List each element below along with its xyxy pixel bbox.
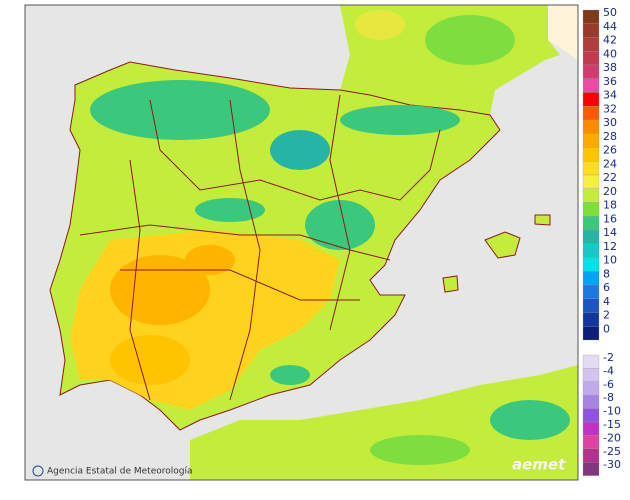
legend-label: -6 <box>603 378 614 391</box>
legend-label: 44 <box>603 20 617 33</box>
legend-swatch <box>582 229 600 244</box>
africa <box>190 365 578 480</box>
legend-label: 16 <box>603 212 617 225</box>
terrain <box>425 15 515 65</box>
logo: aemet <box>512 456 566 474</box>
legend-label: 20 <box>603 185 617 198</box>
legend-swatch <box>582 202 600 217</box>
legend-swatch <box>582 119 600 134</box>
legend-swatch <box>582 435 600 449</box>
region-border <box>120 269 360 301</box>
region-border <box>129 159 151 401</box>
cool-zone <box>195 198 265 222</box>
terrain <box>370 435 470 465</box>
legend-swatch <box>582 271 600 286</box>
legend-label: -20 <box>603 431 621 444</box>
legend-swatch <box>582 216 600 231</box>
legend-label: 12 <box>603 240 617 253</box>
legend-swatch <box>582 408 600 423</box>
legend-swatch <box>582 257 600 272</box>
legend: 5044424038363432302826242220181614121086… <box>582 6 621 476</box>
legend-swatch <box>582 92 600 107</box>
cool-zone <box>270 365 310 385</box>
legend-label: 30 <box>603 116 617 129</box>
legend-label: -2 <box>603 351 614 364</box>
legend-label: 28 <box>603 130 617 143</box>
legend-label: 14 <box>603 226 617 239</box>
legend-label: 4 <box>603 295 610 308</box>
warm-zone <box>110 335 190 385</box>
legend-swatch <box>582 381 600 396</box>
legend-label: -8 <box>603 391 614 404</box>
legend-swatch <box>582 188 600 203</box>
legend-label: -15 <box>603 418 621 431</box>
legend-label: 36 <box>603 75 617 88</box>
legend-label: 24 <box>603 157 617 170</box>
legend-swatch <box>582 106 600 121</box>
no-data-area <box>548 5 578 60</box>
legend-swatch <box>582 298 600 313</box>
cool-zone <box>270 130 330 170</box>
legend-label: -25 <box>603 445 621 458</box>
legend-label: -30 <box>603 458 621 471</box>
region-border <box>329 94 351 331</box>
legend-label: 8 <box>603 267 610 280</box>
cool-zone <box>90 80 270 140</box>
legend-label: 10 <box>603 254 617 267</box>
region-border <box>79 224 391 261</box>
legend-label: 22 <box>603 171 617 184</box>
legend-label: -10 <box>603 405 621 418</box>
legend-label: 40 <box>603 47 617 60</box>
credit: Agencia Estatal de Meteorología <box>47 467 193 477</box>
region-border <box>149 99 441 201</box>
legend-swatch <box>582 9 600 24</box>
legend-swatch <box>582 37 600 52</box>
warm-zone <box>110 255 210 325</box>
credit-icon <box>32 465 44 477</box>
legend-label: 2 <box>603 309 610 322</box>
legend-swatch <box>582 312 600 327</box>
island <box>534 214 551 226</box>
legend-label: 26 <box>603 144 617 157</box>
legend-label: 18 <box>603 199 617 212</box>
legend-swatch <box>582 174 600 189</box>
legend-swatch <box>582 64 600 79</box>
legend-swatch <box>582 147 600 162</box>
legend-swatch <box>582 462 600 476</box>
legend-swatch <box>582 243 600 258</box>
legend-swatch <box>582 354 600 369</box>
warm-zone <box>185 245 235 275</box>
legend-label: 50 <box>603 6 617 19</box>
legend-swatch <box>582 78 600 93</box>
island <box>442 275 459 293</box>
legend-swatch <box>582 133 600 148</box>
legend-label: 0 <box>603 322 610 335</box>
legend-label: 42 <box>603 34 617 47</box>
region-border <box>229 99 261 401</box>
legend-label: 38 <box>603 61 617 74</box>
legend-swatch <box>582 23 600 38</box>
legend-swatch <box>582 284 600 299</box>
legend-label: 32 <box>603 102 617 115</box>
terrain <box>355 10 405 40</box>
legend-swatch <box>582 326 600 341</box>
island <box>484 231 521 259</box>
legend-swatch <box>582 161 600 176</box>
map-frame <box>24 4 579 481</box>
legend-label: -4 <box>603 364 614 377</box>
legend-swatch <box>582 448 600 463</box>
cool-zone <box>305 200 375 250</box>
legend-swatch <box>582 368 600 382</box>
legend-swatch <box>582 51 600 66</box>
cool-zone <box>490 400 570 440</box>
cool-zone <box>340 105 460 135</box>
legend-swatch <box>582 395 600 409</box>
legend-swatch <box>582 421 600 436</box>
legend-label: 34 <box>603 89 617 102</box>
legend-label: 6 <box>603 281 610 294</box>
